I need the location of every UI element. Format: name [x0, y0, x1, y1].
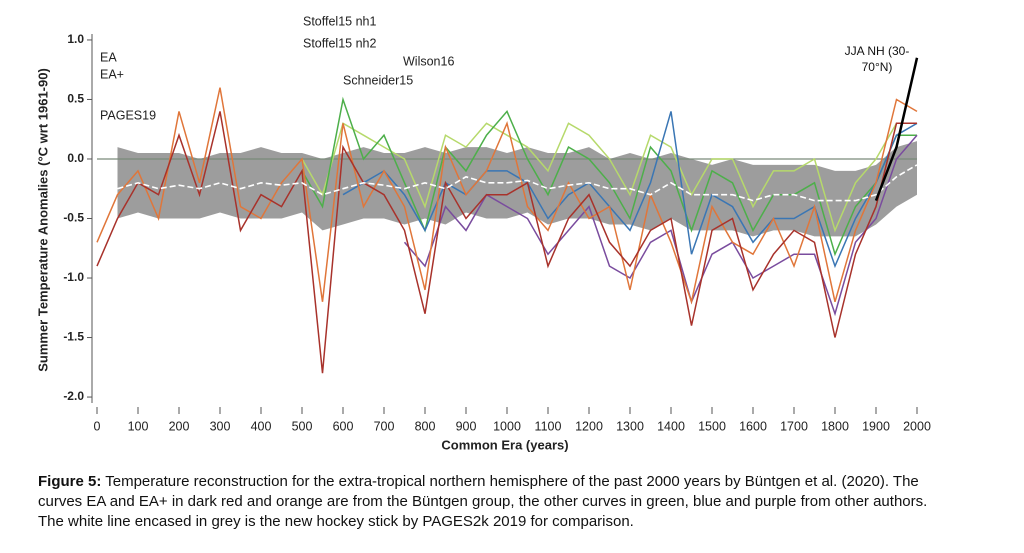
caption-label: Figure 5: — [38, 473, 102, 490]
chart: Summer Temperature Anomalies (°C wrt 196… — [35, 14, 931, 453]
x-tick-label: 500 — [292, 419, 313, 433]
x-tick-label: 1300 — [616, 419, 644, 433]
series-line — [96, 111, 917, 374]
x-tick-label: 600 — [333, 419, 354, 433]
caption: Figure 5: Temperature reconstruction for… — [38, 472, 938, 532]
y-tick-label: -2.0 — [63, 389, 84, 403]
x-tick-label: 100 — [128, 419, 149, 433]
y-tick-label: 0.0 — [67, 151, 84, 165]
series-line — [403, 134, 918, 317]
series-line — [301, 96, 917, 257]
series-label: Stoffel15 nh2 — [303, 36, 376, 50]
x-tick-label: 1100 — [535, 419, 562, 433]
series-line — [117, 164, 918, 202]
x-tick-label: 800 — [415, 419, 436, 433]
x-tick-label: 400 — [251, 419, 272, 433]
series-label: EA+ — [100, 67, 124, 81]
series-line — [96, 87, 918, 305]
y-tick-label: -0.5 — [63, 211, 84, 225]
series-label: Wilson16 — [403, 54, 454, 68]
x-tick-label: 700 — [374, 419, 395, 433]
series-label: EA — [100, 50, 117, 64]
y-tick-label: 1.0 — [67, 32, 84, 46]
series-line — [874, 57, 919, 202]
x-tick-label: 1500 — [698, 419, 726, 433]
x-tick-label: 1700 — [780, 419, 808, 433]
y-axis-title: Summer Temperature Anomalies (°C wrt 196… — [35, 68, 50, 372]
x-tick-label: 900 — [456, 419, 477, 433]
x-tick-label: 1000 — [493, 419, 521, 433]
x-tick-label: 1800 — [821, 419, 849, 433]
y-tick-label: -1.0 — [63, 270, 84, 284]
y-tick-label: -1.5 — [63, 330, 84, 344]
x-tick-label: 0 — [94, 419, 101, 433]
x-tick-label: 200 — [169, 419, 190, 433]
y-tick-label: 0.5 — [67, 92, 84, 106]
x-tick-label: 1200 — [575, 419, 603, 433]
series-label: JJA NH (30-70°N) — [844, 44, 910, 74]
x-tick-label: 1400 — [657, 419, 685, 433]
series-label: Stoffel15 nh1 — [303, 14, 376, 28]
x-axis-title: Common Era (years) — [441, 437, 568, 452]
caption-text: Temperature reconstruction for the extra… — [38, 473, 928, 530]
x-tick-label: 1600 — [739, 419, 767, 433]
series-line — [301, 122, 917, 233]
x-tick-label: 1900 — [862, 419, 890, 433]
x-tick-label: 2000 — [903, 419, 931, 433]
series-label: Schneider15 — [343, 73, 413, 87]
series-label: PAGES19 — [100, 108, 156, 122]
x-tick-label: 300 — [210, 419, 231, 433]
